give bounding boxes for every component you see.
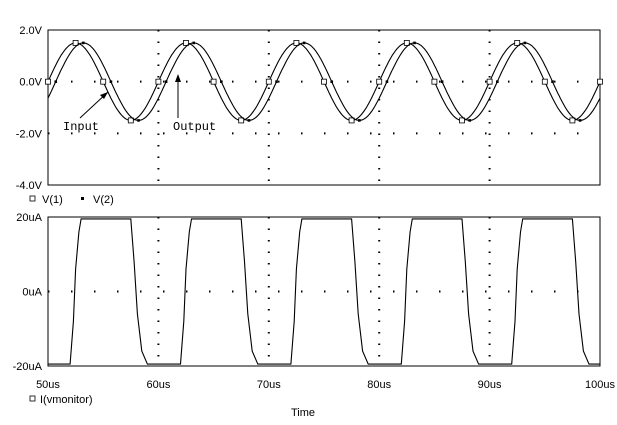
voltage-frame — [47, 29, 601, 186]
v2-marker — [247, 119, 251, 122]
voltage-ytick-label: -4.0V — [16, 180, 43, 192]
v1-marker — [514, 40, 521, 46]
v2-marker — [385, 80, 389, 83]
series-line-v-2 — [47, 42, 601, 121]
annotation-input: Input — [63, 120, 99, 134]
x-tick-label: 70us — [257, 379, 281, 391]
current-ytick-label: 20uA — [16, 212, 42, 224]
current-legend: I(vmonitor) — [29, 394, 93, 406]
x-axis-label: Time — [291, 407, 315, 419]
legend-square-marker — [29, 395, 36, 402]
v2-marker — [302, 41, 306, 45]
x-tick-label: 60us — [146, 379, 170, 391]
v1-marker — [183, 40, 189, 46]
v2-marker — [523, 41, 527, 45]
legend-dot-marker — [81, 197, 84, 200]
v2-marker — [220, 80, 223, 83]
v1-marker — [569, 117, 576, 124]
v1-marker — [72, 40, 79, 46]
current-ytick-label: -20uA — [13, 361, 43, 373]
v2-marker — [413, 41, 416, 45]
v1-marker — [403, 40, 410, 46]
v2-marker — [358, 119, 361, 122]
annotation-output: Output — [173, 120, 216, 134]
voltage-legend: V(1) V(2) — [29, 194, 114, 206]
v2-marker — [578, 119, 582, 122]
v1-marker — [348, 117, 355, 124]
v1-marker — [45, 78, 51, 85]
voltage-ytick-label: -2.0V — [16, 128, 43, 140]
v2-marker — [330, 80, 334, 83]
current-panel: 20uA 0uA -20uA 50us 60us 70us 80us 90us 100us — [13, 212, 616, 391]
v2-marker — [82, 41, 85, 45]
v2-marker — [109, 80, 113, 83]
v1-marker — [293, 40, 300, 46]
v1-marker — [155, 78, 162, 85]
v1-marker — [597, 78, 603, 85]
arrowhead-icon — [175, 74, 181, 82]
v1-marker — [238, 117, 245, 124]
x-tick-label: 100us — [585, 379, 615, 391]
v2-marker — [468, 119, 472, 122]
v1-marker — [376, 78, 383, 85]
legend-label-v1: V(1) — [42, 194, 63, 206]
v1-marker — [321, 78, 327, 85]
v2-marker — [551, 80, 554, 83]
x-tick-label: 80us — [367, 379, 391, 391]
v1-marker — [431, 78, 438, 85]
v2-marker — [164, 80, 168, 83]
series-line-i-vmonitor — [48, 218, 600, 365]
v2-marker — [192, 41, 196, 45]
v2-marker — [496, 80, 499, 83]
v1-marker — [100, 78, 107, 85]
x-tick-label: 90us — [478, 379, 502, 391]
v2-marker — [137, 119, 140, 122]
arrowhead-icon — [100, 92, 108, 99]
v2-marker — [440, 80, 444, 83]
voltage-ytick-label: 2.0V — [19, 25, 42, 37]
current-ytick-label: 0uA — [22, 287, 42, 299]
x-tick-label: 50us — [36, 379, 60, 391]
v2-marker — [275, 80, 278, 83]
v1-marker — [127, 117, 134, 124]
legend-label-ivmonitor: I(vmonitor) — [40, 394, 93, 406]
v1-marker — [541, 78, 548, 85]
v1-marker — [210, 78, 217, 85]
voltage-panel: 2.0V 0.0V -2.0V -4.0V Input Output — [16, 25, 603, 192]
legend-square-marker — [29, 195, 36, 202]
v1-marker — [486, 78, 493, 85]
voltage-ytick-label: 0.0V — [19, 77, 42, 89]
legend-label-v2: V(2) — [93, 194, 114, 206]
v2-marker — [54, 80, 58, 83]
v1-marker — [459, 117, 465, 124]
v1-marker — [265, 78, 272, 85]
